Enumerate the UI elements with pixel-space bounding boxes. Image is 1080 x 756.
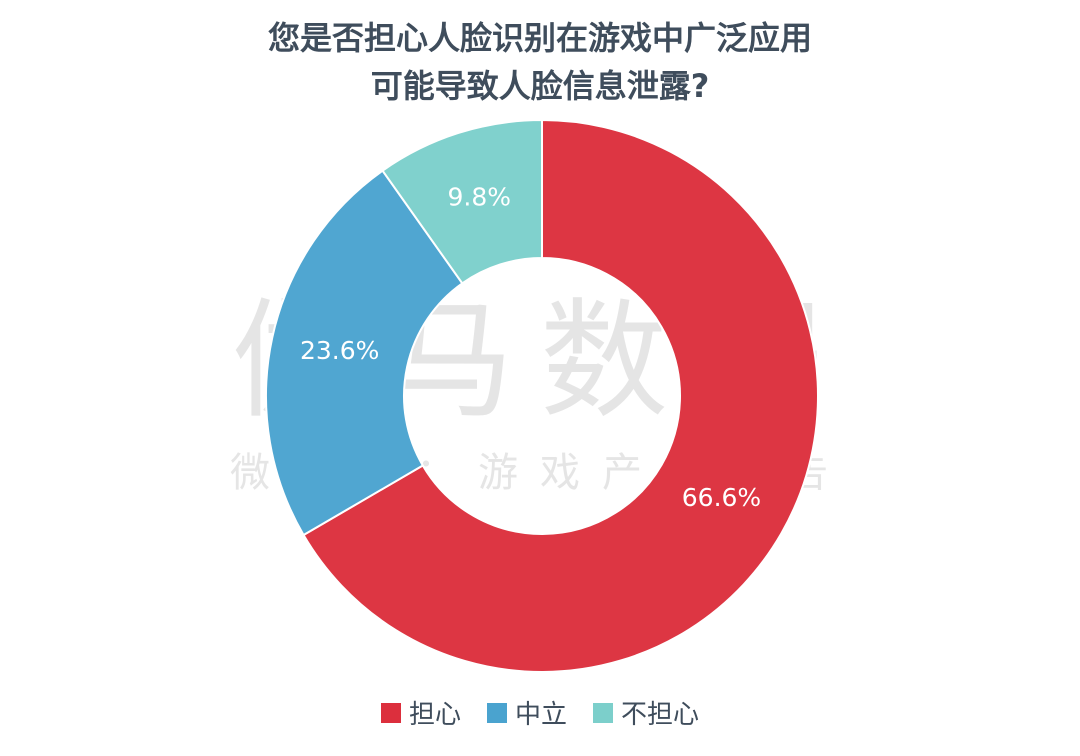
legend-swatch-worried	[380, 702, 401, 723]
legend-swatch-not-worried	[593, 702, 613, 723]
chart-title-line-2: 可能导致人脸信息泄露?	[370, 67, 710, 105]
legend-label-not-worried: 不担心	[621, 700, 700, 730]
chart-title: 您是否担心人脸识别在游戏中广泛应用 可能导致人脸信息泄露?	[0, 14, 1080, 110]
slice-label-neutral: 23.6%	[300, 336, 379, 365]
slice-label-worried: 66.6%	[682, 483, 761, 512]
legend-label-neutral: 中立	[514, 700, 567, 730]
slice-worried	[302, 118, 819, 673]
slice-label-not-worried: 9.8%	[448, 183, 512, 212]
chart-title-line-1: 您是否担心人脸识别在游戏中广泛应用	[267, 19, 812, 57]
legend-label-worried: 担心	[408, 700, 461, 730]
legend-item-neutral: 中立	[486, 694, 567, 731]
legend: 担心 中立 不担心	[0, 694, 1080, 731]
slice-neutral	[265, 169, 464, 537]
legend-item-not-worried: 不担心	[593, 694, 699, 731]
legend-item-worried: 担心	[380, 694, 461, 731]
legend-swatch-neutral	[486, 702, 507, 723]
slice-not-worried	[381, 118, 543, 285]
